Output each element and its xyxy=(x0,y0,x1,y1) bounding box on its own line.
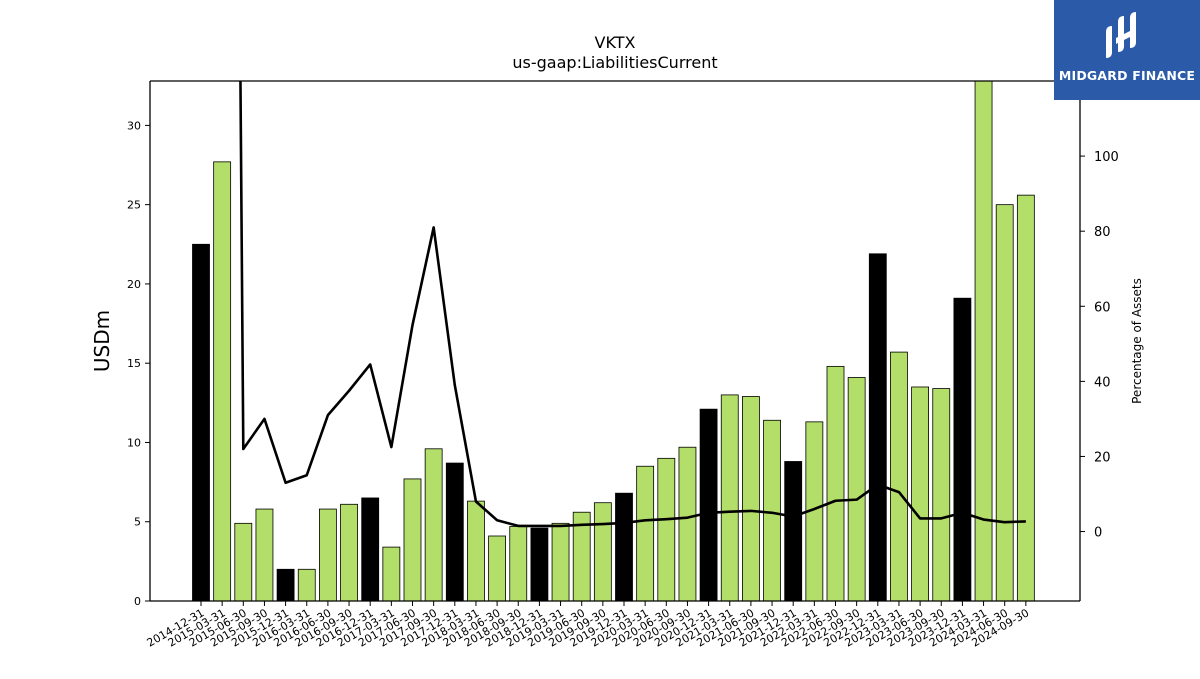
bar xyxy=(192,243,210,602)
bar xyxy=(974,80,993,602)
bar xyxy=(784,461,803,602)
bar xyxy=(297,568,316,602)
bar xyxy=(467,500,485,602)
bar xyxy=(424,448,443,602)
y-axis-label: USDm xyxy=(90,310,114,372)
bar xyxy=(234,522,253,602)
bar xyxy=(868,253,887,602)
y-tick-label: 20 xyxy=(127,278,141,291)
y-tick-label: 30 xyxy=(127,119,141,132)
bar xyxy=(826,365,845,602)
y2-tick-label: 60 xyxy=(1094,300,1111,315)
y-tick-label: 25 xyxy=(127,199,141,212)
y2-tick-label: 20 xyxy=(1094,450,1111,465)
bar xyxy=(255,508,274,602)
bar xyxy=(276,568,295,602)
bar xyxy=(403,478,422,602)
y-tick-label: 15 xyxy=(127,357,141,370)
bar xyxy=(1016,194,1035,602)
brand-name: MIDGARD FINANCE xyxy=(1058,68,1196,83)
bar xyxy=(847,377,866,602)
bar xyxy=(636,465,655,602)
midgard-logo-icon xyxy=(1106,12,1136,58)
y-tick-label: 5 xyxy=(134,516,141,529)
bar xyxy=(340,503,358,602)
bars-layer xyxy=(192,80,1035,602)
brand-logo: MIDGARD FINANCE xyxy=(1054,0,1200,100)
bar xyxy=(593,502,612,602)
y-tick-label: 0 xyxy=(134,595,141,608)
y-tick-label: 10 xyxy=(127,436,141,449)
bar xyxy=(318,508,337,602)
bar xyxy=(657,457,676,602)
bar xyxy=(953,297,972,602)
bar xyxy=(615,492,633,602)
y2-tick-label: 40 xyxy=(1094,375,1111,390)
bar xyxy=(551,522,570,602)
chart-title: VKTX xyxy=(595,33,636,52)
series-line xyxy=(239,81,1026,528)
bar xyxy=(678,446,697,602)
bar xyxy=(361,497,380,602)
bar xyxy=(911,386,929,602)
bar xyxy=(530,527,549,602)
bar xyxy=(890,351,908,602)
y2-tick-label: 0 xyxy=(1094,526,1102,541)
bar xyxy=(763,419,781,602)
bar xyxy=(382,546,401,602)
bar xyxy=(720,394,739,602)
bar xyxy=(932,388,951,602)
bar xyxy=(509,526,528,602)
bar xyxy=(995,204,1014,602)
bar xyxy=(445,462,464,602)
chart-subtitle: us-gaap:LiabilitiesCurrent xyxy=(512,53,717,72)
bar xyxy=(742,396,760,602)
bar xyxy=(213,161,232,602)
bar xyxy=(488,535,507,602)
y2-tick-label: 100 xyxy=(1094,150,1119,165)
line-layer xyxy=(239,81,1026,528)
y2-axis-label: Percentage of Assets xyxy=(1130,278,1144,404)
bar xyxy=(699,408,718,602)
y2-tick-label: 80 xyxy=(1094,225,1111,240)
